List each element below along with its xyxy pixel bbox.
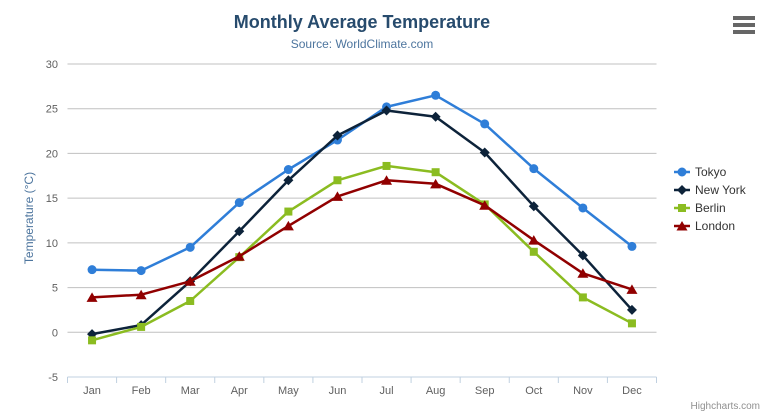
x-axis-label: Sep bbox=[475, 385, 495, 397]
legend-item-berlin[interactable]: Berlin bbox=[674, 199, 746, 217]
data-point-tokyo[interactable] bbox=[87, 265, 97, 275]
data-point-london[interactable] bbox=[282, 220, 294, 231]
series-new-york[interactable] bbox=[87, 105, 637, 340]
data-point-london[interactable] bbox=[430, 178, 442, 189]
legend-item-label: London bbox=[695, 219, 736, 233]
x-axis-label: Jun bbox=[329, 385, 347, 397]
data-point-london[interactable] bbox=[577, 268, 589, 278]
data-point-tokyo[interactable] bbox=[234, 198, 244, 208]
x-axis-label: Feb bbox=[132, 385, 151, 397]
data-point-london[interactable] bbox=[479, 200, 491, 210]
series-line-berlin[interactable] bbox=[90, 164, 634, 342]
data-point-london[interactable] bbox=[381, 175, 393, 185]
data-point-london[interactable] bbox=[331, 191, 343, 201]
data-point-london[interactable] bbox=[86, 292, 98, 302]
data-point-london[interactable] bbox=[233, 251, 245, 261]
data-point-tokyo[interactable] bbox=[627, 241, 637, 251]
data-point-tokyo[interactable] bbox=[431, 90, 441, 100]
data-point-berlin[interactable] bbox=[284, 207, 293, 216]
data-point-tokyo[interactable] bbox=[529, 164, 539, 174]
data-point-new-york[interactable] bbox=[479, 147, 490, 158]
data-point-new-york[interactable] bbox=[430, 111, 441, 122]
legend-item-new-york[interactable]: New York bbox=[674, 181, 746, 199]
data-point-london[interactable] bbox=[626, 284, 638, 294]
x-axis-label: Nov bbox=[573, 385, 593, 397]
data-point-berlin[interactable] bbox=[627, 319, 636, 328]
data-point-tokyo[interactable] bbox=[136, 266, 146, 276]
data-point-berlin[interactable] bbox=[431, 168, 440, 177]
legend-circle-icon bbox=[674, 167, 690, 177]
data-point-tokyo[interactable] bbox=[578, 203, 588, 213]
data-point-new-york[interactable] bbox=[626, 304, 637, 315]
x-axis-label: Dec bbox=[622, 385, 642, 397]
data-point-new-york[interactable] bbox=[234, 226, 245, 237]
x-axis-label: Jan bbox=[83, 385, 101, 397]
data-point-london[interactable] bbox=[184, 276, 196, 286]
x-axis-label: May bbox=[278, 385, 299, 397]
data-point-berlin[interactable] bbox=[382, 161, 391, 170]
y-axis-label: 30 bbox=[46, 59, 58, 71]
data-point-berlin[interactable] bbox=[137, 322, 146, 331]
data-point-berlin[interactable] bbox=[333, 176, 342, 185]
legend-triangle-icon bbox=[674, 221, 690, 231]
data-point-tokyo[interactable] bbox=[185, 242, 195, 252]
series-london[interactable] bbox=[86, 175, 638, 302]
y-axis-label: -5 bbox=[48, 372, 58, 384]
data-point-new-york[interactable] bbox=[381, 105, 392, 116]
legend: Tokyo New York Berlin London bbox=[674, 163, 746, 235]
data-point-new-york[interactable] bbox=[577, 250, 588, 261]
data-point-berlin[interactable] bbox=[186, 296, 195, 305]
x-axis-label: Aug bbox=[426, 385, 446, 397]
x-axis-label: Mar bbox=[181, 385, 200, 397]
data-point-london[interactable] bbox=[135, 289, 147, 300]
data-point-new-york[interactable] bbox=[332, 130, 343, 141]
data-point-london[interactable] bbox=[528, 235, 540, 245]
series-line-london[interactable] bbox=[90, 179, 634, 299]
context-menu-button[interactable] bbox=[733, 16, 755, 34]
y-axis-label: 25 bbox=[46, 104, 58, 116]
y-axis-label: 20 bbox=[46, 148, 58, 160]
x-axis-label: Jul bbox=[380, 385, 394, 397]
series-line-new-york[interactable] bbox=[90, 109, 634, 336]
legend-item-london[interactable]: London bbox=[674, 217, 746, 235]
y-axis-label: 0 bbox=[52, 327, 58, 339]
legend-square-icon bbox=[674, 204, 690, 212]
data-point-berlin[interactable] bbox=[529, 247, 538, 256]
data-point-new-york[interactable] bbox=[283, 175, 294, 186]
data-point-new-york[interactable] bbox=[528, 201, 539, 212]
legend-item-label: Berlin bbox=[695, 201, 726, 215]
legend-item-tokyo[interactable]: Tokyo bbox=[674, 163, 746, 181]
legend-item-label: New York bbox=[695, 183, 746, 197]
data-point-berlin[interactable] bbox=[88, 336, 97, 345]
x-axis-label: Apr bbox=[231, 385, 248, 397]
hamburger-menu-icon bbox=[733, 16, 755, 34]
data-point-berlin[interactable] bbox=[578, 293, 587, 302]
series-line-tokyo[interactable] bbox=[90, 94, 634, 272]
y-axis-label: 10 bbox=[46, 238, 58, 250]
x-axis-label: Oct bbox=[525, 385, 542, 397]
data-point-tokyo[interactable] bbox=[283, 165, 293, 175]
series-tokyo[interactable] bbox=[87, 90, 637, 276]
credits-link[interactable]: Highcharts.com bbox=[690, 401, 760, 412]
y-axis-label: 5 bbox=[52, 283, 58, 295]
chart-title: Monthly Average Temperature bbox=[233, 12, 491, 32]
chart-subtitle: Source: WorldClimate.com bbox=[290, 37, 434, 51]
legend-item-label: Tokyo bbox=[695, 165, 727, 179]
y-axis-label: 15 bbox=[46, 193, 58, 205]
data-point-tokyo[interactable] bbox=[480, 119, 490, 129]
legend-diamond-icon bbox=[674, 185, 690, 195]
